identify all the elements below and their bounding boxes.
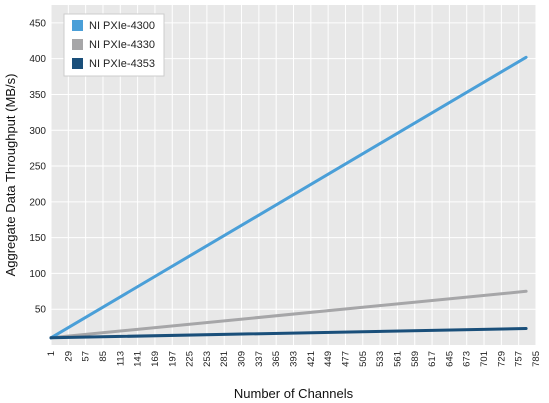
y-axis-ticks: 50 100 150 200 250 300 350 400 450 (29, 18, 46, 315)
y-tick-label: 250 (29, 162, 46, 173)
x-tick-label: 29 (63, 351, 74, 362)
x-tick-label: 477 (340, 351, 351, 367)
x-tick-label: 113 (115, 351, 126, 366)
x-tick-label: 561 (392, 351, 403, 367)
x-tick-label: 281 (219, 351, 230, 367)
x-tick-label: 337 (254, 351, 265, 367)
series-line-ni-pxie-4353 (49, 327, 528, 340)
x-tick-label: 365 (271, 351, 282, 367)
legend-swatch (72, 39, 83, 50)
y-axis-title: Aggregate Data Throughput (MB/s) (3, 74, 18, 277)
y-tick-label: 200 (29, 197, 46, 208)
legend: NI PXIe-4300 NI PXIe-4330 NI PXIe-4353 (63, 13, 165, 77)
x-tick-label: 673 (462, 351, 473, 367)
series-line-ni-pxie-4330 (49, 289, 528, 340)
y-tick-label: 150 (29, 233, 46, 244)
x-tick-label: 421 (306, 351, 317, 367)
x-tick-label: 785 (531, 351, 542, 367)
legend-label: NI PXIe-4330 (89, 39, 155, 51)
x-tick-label: 617 (427, 351, 438, 367)
y-tick-label: 300 (29, 126, 46, 137)
x-axis-ticks: 1 29 57 85 113 141 169 197 225 253 281 309 337 365 393… (46, 351, 542, 367)
y-tick-label: 50 (35, 305, 47, 316)
x-tick-label: 57 (81, 351, 92, 362)
x-tick-label: 393 (289, 351, 300, 367)
x-axis-title: Number of Channels (234, 386, 354, 401)
x-tick-label: 225 (185, 351, 196, 367)
x-tick-label: 449 (323, 351, 334, 367)
legend-swatch (72, 20, 83, 31)
x-tick-label: 757 (514, 351, 525, 367)
x-tick-label: 505 (358, 351, 369, 367)
legend-label: NI PXIe-4300 (89, 20, 155, 32)
y-tick-label: 100 (29, 269, 46, 280)
x-tick-label: 253 (202, 351, 213, 367)
series-lines (49, 55, 528, 340)
legend-swatch (72, 58, 83, 69)
x-tick-label: 533 (375, 351, 386, 367)
legend-label: NI PXIe-4353 (89, 58, 155, 70)
y-tick-label: 450 (29, 18, 46, 29)
x-tick-label: 197 (167, 351, 178, 367)
x-tick-label: 729 (496, 351, 507, 367)
y-tick-label: 400 (29, 54, 46, 65)
series-line-ni-pxie-4300 (49, 55, 528, 340)
x-tick-label: 701 (479, 351, 490, 367)
x-tick-label: 169 (150, 351, 161, 367)
y-tick-label: 350 (29, 90, 46, 101)
x-tick-label: 645 (444, 351, 455, 367)
x-tick-label: 85 (98, 351, 109, 362)
x-tick-label: 141 (133, 351, 144, 367)
x-tick-label: 589 (410, 351, 421, 367)
x-tick-label: 309 (237, 351, 248, 367)
x-tick-label: 1 (46, 351, 57, 356)
